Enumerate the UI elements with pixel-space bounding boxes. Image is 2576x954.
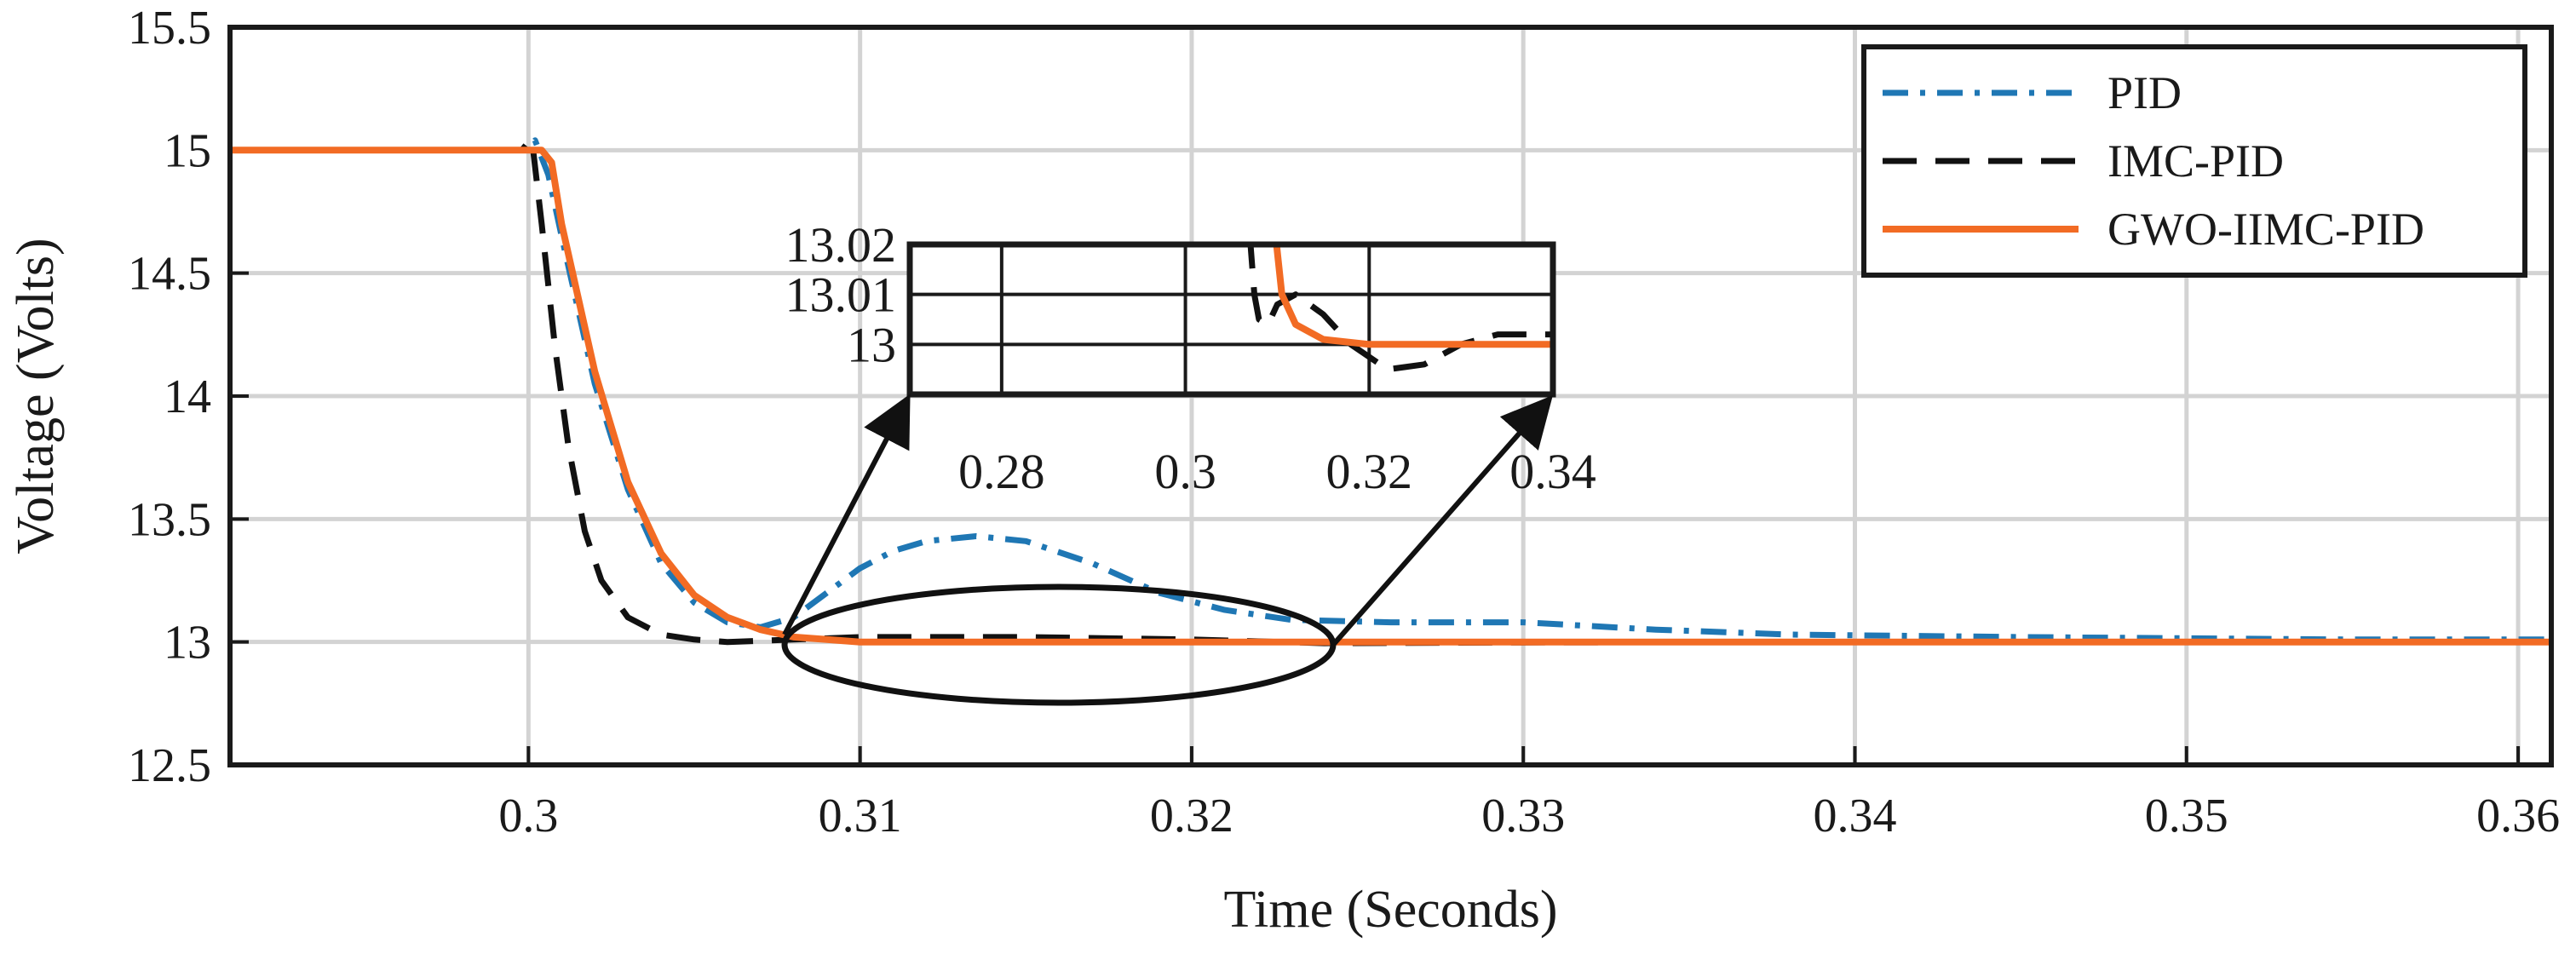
- inset-series-line-gwo-iimc-pid: [1273, 244, 1553, 348]
- legend-box: [1861, 44, 2527, 278]
- inset-x-tick-label: 0.32: [1326, 444, 1413, 499]
- y-tick-label: 12.5: [128, 739, 211, 792]
- y-tick-label: 14.5: [128, 248, 211, 301]
- x-tick-label: 0.31: [819, 790, 902, 842]
- x-tick-label: 0.32: [1150, 790, 1233, 842]
- inset-x-tick-label: 0.28: [958, 444, 1045, 499]
- y-tick-label: 13.5: [128, 493, 211, 546]
- legend-label: PID: [2107, 67, 2182, 118]
- plot-frame: [227, 25, 2554, 767]
- inset-frame: [906, 241, 1556, 398]
- inset-y-tick-label: 13: [847, 317, 896, 372]
- inset-y-tick-label: 13.02: [785, 217, 897, 273]
- inset-area: [910, 244, 1553, 394]
- x-tick-label: 0.34: [1814, 790, 1897, 842]
- x-tick-label: 0.36: [2476, 790, 2560, 842]
- y-tick-label: 15.5: [128, 2, 211, 55]
- x-tick-label: 0.35: [2145, 790, 2228, 842]
- y-tick-label: 14: [164, 371, 211, 423]
- inset-series-group: [1247, 244, 1553, 373]
- legend: PID IMC-PID GWO-IIMC-PID: [1861, 44, 2527, 278]
- zoom-arrow-right: [1331, 394, 1553, 647]
- x-tick-label: 0.33: [1481, 790, 1565, 842]
- inset-x-tick-label: 0.3: [1154, 444, 1216, 499]
- x-axis-title: Time (Seconds): [1223, 881, 1557, 939]
- zoom-arrow-left: [782, 394, 911, 636]
- inset-y-tick-label: 13.01: [785, 267, 897, 323]
- tick-labels: 0.3 0.31 0.32 0.33 0.34 0.35 0.36 12.5 13 13.5 14 1…: [128, 2, 2560, 842]
- series-line-gwo-iimc-pid: [230, 147, 2551, 646]
- y-tick-label: 13: [164, 617, 211, 670]
- inset-x-tick-label: 0.34: [1509, 444, 1596, 499]
- x-tick-label: 0.3: [498, 790, 558, 842]
- y-axis-title: Voltage (Volts): [7, 238, 65, 554]
- y-tick-label: 15: [164, 124, 211, 177]
- series-group: [230, 135, 2551, 647]
- legend-label: IMC-PID: [2107, 135, 2284, 187]
- legend-label: GWO-IIMC-PID: [2107, 204, 2424, 255]
